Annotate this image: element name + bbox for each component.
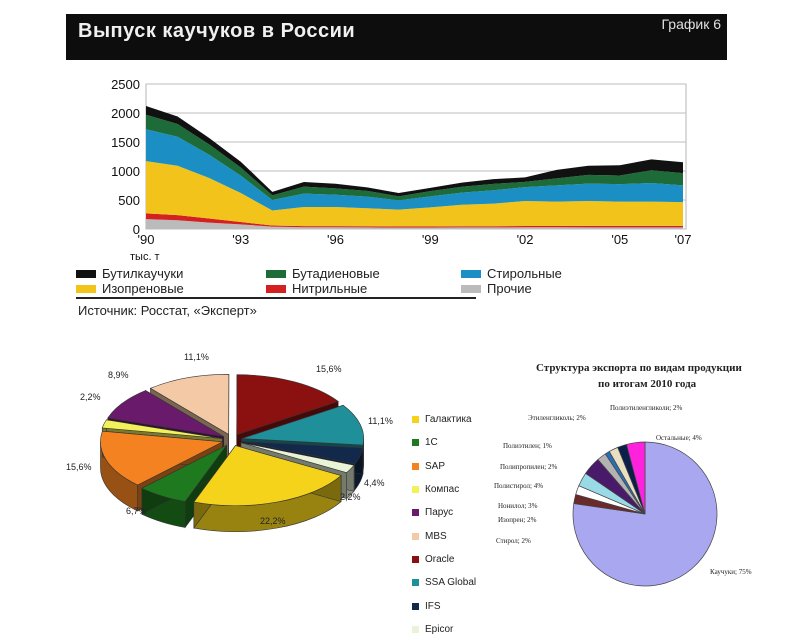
export-pie-label: Нонилол; 3% (498, 502, 538, 510)
export-pie-label: Полистирол; 4% (494, 482, 543, 490)
export-pie-label: Каучуки; 75% (710, 568, 752, 576)
export-pie-label: Полиэтиленгликоли; 2% (610, 404, 683, 412)
export-pie-label: Стирол; 2% (496, 537, 531, 545)
legend-swatch (412, 603, 419, 610)
export-pie-label: Остальные; 4% (656, 434, 702, 442)
legend-swatch (412, 626, 419, 633)
export-pie-label: Изопрен; 2% (498, 516, 537, 524)
export-pie-chart: Каучуки; 75% Стирол; 2% Изопрен; 2% Нонилол… (0, 0, 800, 600)
export-pie-label: Этиленгликоль; 2% (528, 414, 586, 422)
legend-label: Epicor (425, 624, 453, 635)
legend-item: Epicor (412, 618, 476, 641)
legend-label: IFS (425, 601, 441, 612)
export-pie-label: Полипропилен; 2% (500, 463, 557, 471)
export-pie-label: Полиэтилен; 1% (503, 442, 552, 450)
